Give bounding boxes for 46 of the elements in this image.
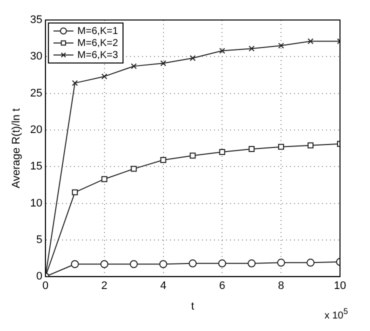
point [308,142,314,148]
x-tick-label: 10 [334,280,346,292]
point [101,176,108,182]
point [190,55,196,62]
y-tick-label: 35 [30,14,42,26]
point [278,42,284,49]
x-tick-label: 8 [278,280,284,292]
legend-label: M=6,K=3 [77,50,118,61]
point [306,258,315,267]
point [72,189,78,196]
point [277,258,286,267]
point [188,259,197,268]
legend-label: M=6,K=1 [77,26,118,37]
y-tick-label: 15 [30,160,42,173]
point [130,260,138,268]
point [100,260,108,268]
point [72,80,78,86]
point [278,144,284,150]
point [160,157,166,164]
point [101,73,108,80]
x-axis-title: t [191,300,194,312]
point [160,60,166,66]
point [130,63,137,70]
legend-label: M=6,K=2 [77,38,118,49]
point [248,146,255,152]
point [130,166,137,172]
point [159,260,168,268]
point [248,46,255,52]
point [308,38,314,44]
point [219,48,226,54]
y-tick-label: 30 [30,50,42,63]
y-tick-label: 25 [30,87,42,100]
y-tick-label: 0 [36,270,42,283]
y-axis-title: Average R(t)/ln t [10,108,23,188]
point [219,148,226,155]
y-tick-label: 10 [30,197,42,210]
y-tick-label: 20 [30,124,42,136]
text: x 10$^{5}$ [324,306,348,322]
point [248,259,256,268]
y-tick-label: 5 [36,234,42,246]
x-tick-label: 2 [101,280,108,292]
point [190,152,196,159]
x-tick-label: 4 [160,280,166,292]
point [70,260,79,268]
x-tick-label: 6 [219,280,226,292]
point [218,259,226,268]
